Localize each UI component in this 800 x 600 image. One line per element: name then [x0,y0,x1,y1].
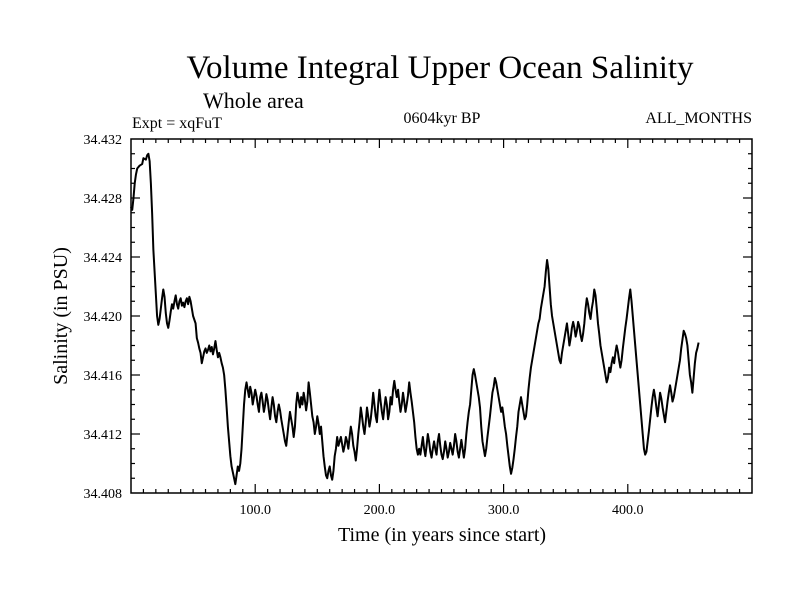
y-tick-label: 34.408 [84,487,123,502]
y-axis: 34.408 34.412 34.416 34.420 34.424 34.428 34.4… [84,133,752,502]
x-tick-label: 200.0 [364,503,396,518]
months-label: ALL_MONTHS [645,110,752,127]
plot-frame [130,138,753,494]
x-axis-label: Time (in years since start) [338,524,546,546]
y-tick-label: 34.432 [84,133,123,148]
period-label: 0604kyr BP [404,110,481,127]
y-tick-label: 34.424 [84,251,123,266]
x-axis: 100.0 200.0 300.0 400.0 [142,139,741,518]
y-tick-label: 34.416 [84,369,123,384]
y-tick-label: 34.428 [84,192,123,207]
salinity-series-line [130,152,700,486]
chart-title: Volume Integral Upper Ocean Salinity [186,50,694,86]
expt-label: Expt = xqFuT [132,115,222,132]
x-tick-label: 400.0 [612,503,644,518]
y-tick-label: 34.420 [84,310,123,325]
y-axis-label: Salinity (in PSU) [50,247,72,385]
x-tick-label: 100.0 [239,503,271,518]
x-tick-label: 300.0 [488,503,520,518]
y-tick-label: 34.412 [84,428,123,443]
chart-subtitle: Whole area [203,88,304,113]
